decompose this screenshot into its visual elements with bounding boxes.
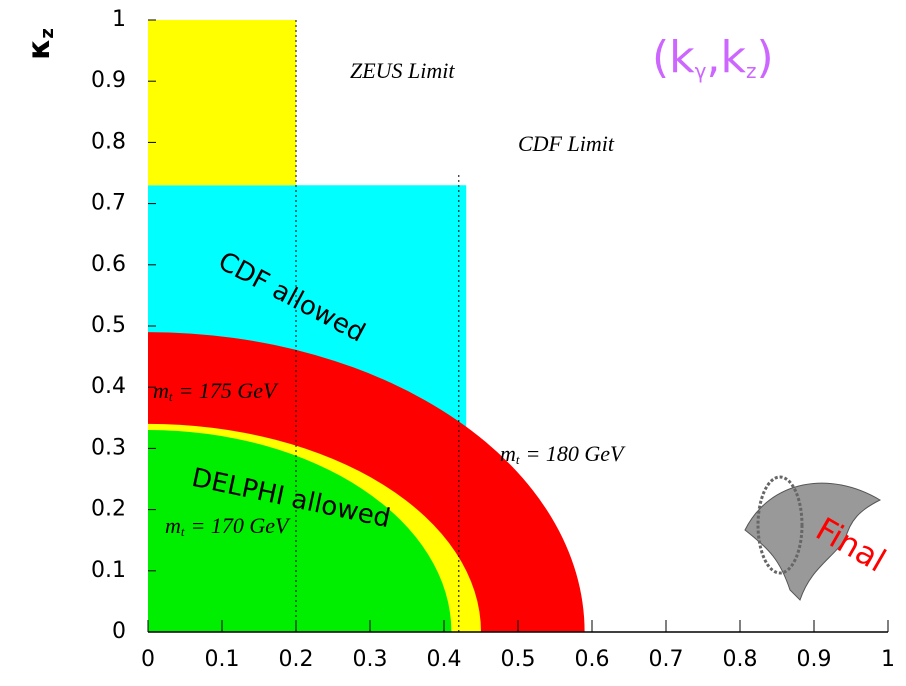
y-tick-label: 0.8 xyxy=(91,129,126,154)
x-tick-label: 0 xyxy=(141,647,155,672)
chart: 0 0.1 0.2 0.3 0.4 0.5 0.6 0.7 0.8 0.9 1 0 0.1 0.2 0.3 0… xyxy=(0,0,906,682)
mass-sub: t xyxy=(169,389,173,404)
coupling-part: (k xyxy=(652,32,695,83)
mass-symbol: m xyxy=(153,378,169,403)
y-tick-label: 0.6 xyxy=(91,252,126,277)
x-tick-label: 0.5 xyxy=(501,647,536,672)
mass-text: = 175 GeV xyxy=(179,378,279,403)
y-tick-label: 0.7 xyxy=(91,191,126,216)
mass-symbol: m xyxy=(500,441,516,466)
coupling-part: γ xyxy=(695,59,707,83)
mass-symbol: m xyxy=(165,513,181,538)
x-tick-label: 0.2 xyxy=(279,647,314,672)
coupling-part: z xyxy=(746,59,757,83)
x-tick-label: 0.4 xyxy=(427,647,462,672)
coupling-part: ) xyxy=(756,32,773,83)
y-tick-label: 0.9 xyxy=(91,68,126,93)
x-tick-label: 0.7 xyxy=(649,647,684,672)
y-tick-label: 1 xyxy=(112,7,126,32)
x-tick-label: 0.1 xyxy=(205,647,240,672)
mass-text: = 180 GeV xyxy=(526,441,626,466)
x-tick-label: 0.9 xyxy=(797,647,832,672)
y-axis-label: κz xyxy=(22,28,59,60)
x-tick-label: 0.8 xyxy=(723,647,758,672)
x-tick-label: 1 xyxy=(881,647,895,672)
mass-text: = 170 GeV xyxy=(191,513,291,538)
y-tick-label: 0.2 xyxy=(91,497,126,522)
y-label-symbol: κ xyxy=(22,39,57,60)
y-label-sub: z xyxy=(37,28,58,38)
x-tick-label: 0.6 xyxy=(575,647,610,672)
y-tick-label: 0 xyxy=(112,619,126,644)
y-tick-label: 0.4 xyxy=(91,374,126,399)
y-tick-label: 0.3 xyxy=(91,435,126,460)
y-tick-label: 0.5 xyxy=(91,313,126,338)
y-tick-label: 0.1 xyxy=(91,558,126,583)
region xyxy=(148,20,296,185)
x-tick-label: 0.3 xyxy=(353,647,388,672)
coupling-label: (kγ,kz) xyxy=(652,32,774,83)
annotation: ZEUS Limit xyxy=(350,58,455,83)
mass-sub: t xyxy=(181,524,185,539)
coupling-part: ,k xyxy=(707,32,747,83)
mass-sub: t xyxy=(516,452,520,467)
annotation: CDF Limit xyxy=(518,131,615,156)
mass-label: mt = 180 GeV xyxy=(500,441,626,467)
